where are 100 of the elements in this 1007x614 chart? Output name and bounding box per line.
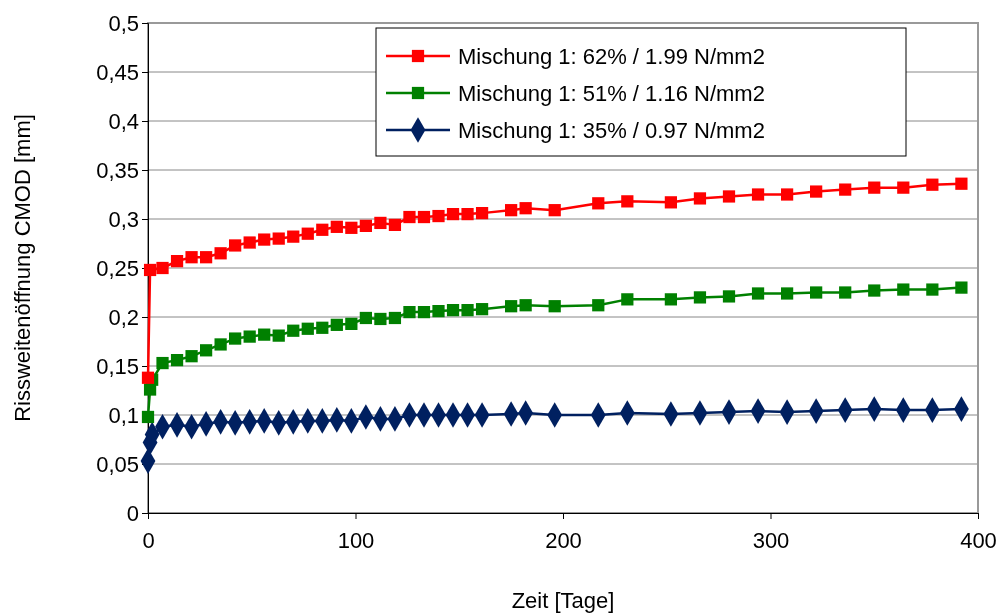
point — [170, 354, 184, 367]
point — [374, 312, 387, 326]
x-tick-label: 200 — [545, 528, 582, 554]
y-tick-label: 0,45 — [96, 59, 139, 85]
point — [199, 344, 213, 357]
x-tick-label: 400 — [960, 528, 997, 554]
point — [143, 263, 157, 277]
point — [592, 299, 605, 312]
point — [461, 207, 474, 221]
point — [403, 210, 416, 224]
point — [751, 287, 765, 300]
point — [664, 196, 678, 209]
point — [461, 304, 474, 317]
legend-label: Mischung 1: 51% / 1.16 N/mm2 — [458, 81, 765, 106]
point — [170, 255, 184, 268]
legend-label: Mischung 1: 35% / 0.97 N/mm2 — [458, 118, 765, 143]
point — [810, 185, 823, 198]
point — [156, 261, 169, 275]
point — [621, 293, 634, 306]
point — [780, 188, 794, 201]
point — [185, 251, 198, 264]
point — [955, 177, 968, 190]
point — [214, 247, 227, 260]
point — [185, 350, 198, 363]
point — [505, 204, 518, 217]
point — [199, 251, 213, 264]
point — [243, 236, 256, 249]
point — [693, 192, 707, 205]
y-tick-label: 0,35 — [96, 157, 139, 183]
point — [548, 300, 561, 313]
point — [316, 321, 329, 334]
point — [868, 181, 881, 194]
y-tick-label: 0 — [126, 500, 139, 526]
point — [926, 178, 939, 191]
point — [839, 286, 852, 299]
point — [432, 305, 445, 318]
point — [519, 202, 532, 215]
point — [955, 281, 968, 294]
point — [664, 293, 678, 306]
x-axis-title: Zeit [Tage] — [511, 588, 615, 613]
point — [751, 188, 765, 201]
x-tick-label: 100 — [337, 528, 375, 554]
point — [258, 328, 271, 341]
point — [519, 299, 532, 312]
y-axis-title: Rissweitenöffnung CMOD [mm] — [10, 114, 35, 422]
point — [446, 304, 460, 317]
point — [868, 284, 881, 297]
point — [156, 356, 169, 370]
point — [301, 322, 314, 335]
point — [258, 233, 271, 246]
point — [693, 291, 707, 304]
point — [475, 207, 489, 220]
point — [141, 410, 155, 424]
point — [621, 195, 634, 208]
y-tick-label: 0,2 — [108, 304, 139, 330]
point — [214, 338, 227, 351]
point — [287, 230, 300, 243]
point — [359, 219, 372, 232]
point — [432, 209, 445, 223]
point — [243, 330, 256, 343]
point — [548, 204, 561, 217]
legend-label: Mischung 1: 62% / 1.99 N/mm2 — [458, 44, 765, 69]
point — [272, 232, 285, 245]
point — [272, 329, 285, 342]
point — [345, 221, 358, 234]
point — [810, 286, 823, 299]
point — [446, 207, 460, 221]
point — [505, 300, 518, 313]
point — [592, 197, 605, 210]
y-tick-label: 0,5 — [108, 10, 139, 36]
point — [780, 287, 794, 300]
point — [722, 190, 736, 203]
point — [330, 318, 343, 331]
point — [229, 239, 242, 252]
point — [287, 324, 300, 337]
point — [359, 311, 372, 325]
point — [388, 218, 402, 231]
point — [475, 303, 489, 316]
point — [301, 227, 314, 240]
x-tick-label: 0 — [142, 528, 155, 554]
point — [417, 305, 431, 319]
point — [316, 223, 329, 236]
point — [345, 317, 358, 330]
y-tick-label: 0,05 — [96, 451, 139, 477]
y-tick-label: 0,25 — [96, 255, 139, 281]
point — [330, 220, 343, 233]
point — [141, 371, 155, 384]
point — [417, 210, 431, 224]
y-tick-label: 0,15 — [96, 353, 139, 379]
point — [388, 311, 402, 325]
point — [229, 332, 242, 345]
point — [722, 290, 736, 303]
point — [403, 305, 416, 319]
point — [926, 283, 939, 296]
point — [374, 216, 387, 230]
x-tick-label: 300 — [752, 528, 790, 554]
y-tick-label: 0,1 — [108, 402, 139, 428]
y-tick-label: 0,3 — [108, 206, 139, 232]
point — [897, 181, 910, 194]
point — [897, 283, 910, 296]
